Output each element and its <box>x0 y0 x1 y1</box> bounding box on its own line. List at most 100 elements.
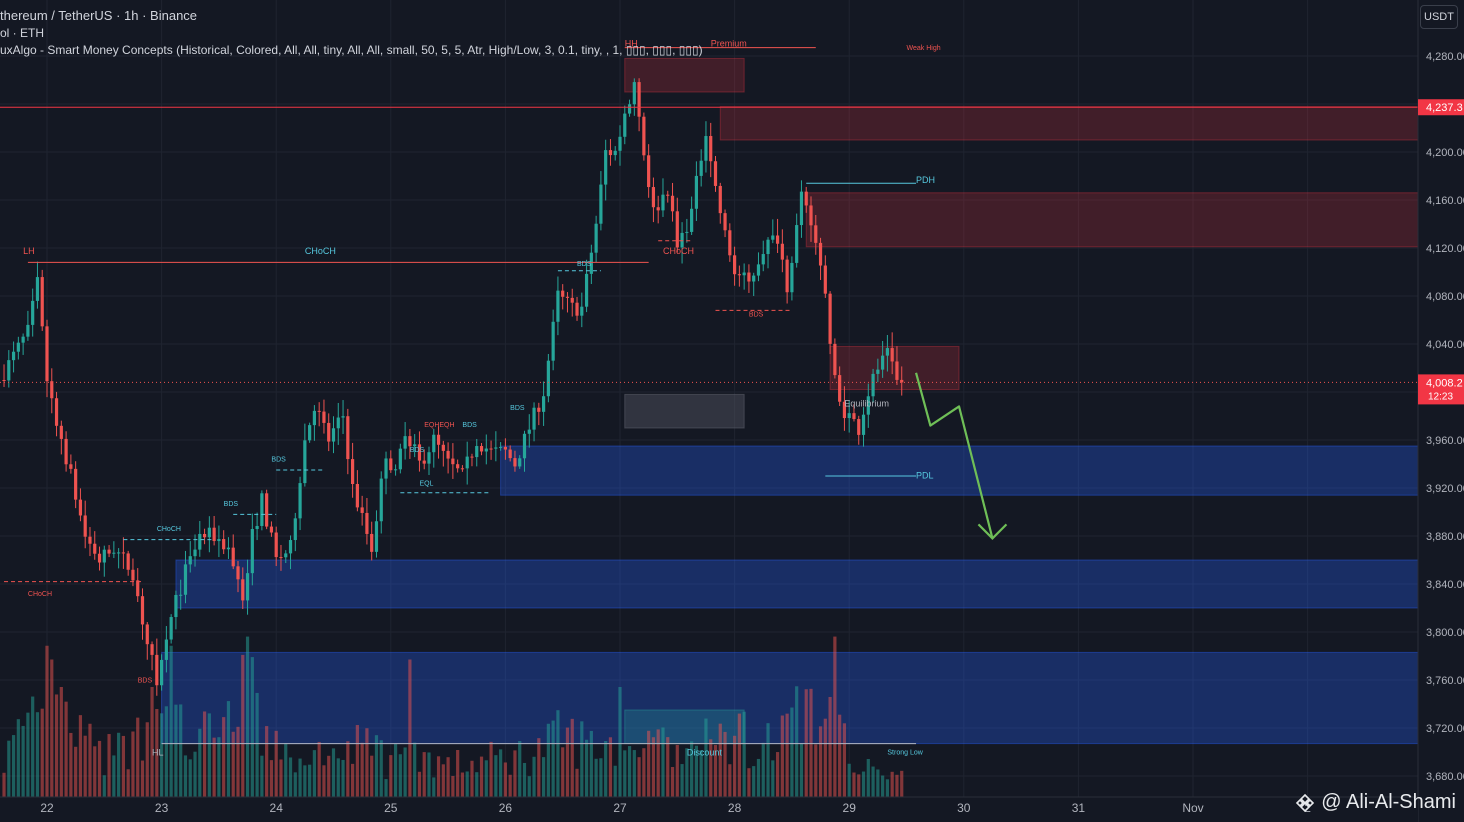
volume-bar <box>604 740 608 797</box>
bearish-candle <box>74 468 78 500</box>
volume-bar <box>584 739 589 797</box>
bearish-candle <box>365 512 369 534</box>
bearish-candle <box>351 459 355 485</box>
volume-bar <box>179 704 183 797</box>
volume-bar <box>709 739 713 797</box>
bullish-candle <box>871 373 875 397</box>
bullish-candle <box>632 82 636 105</box>
bullish-candle <box>293 518 297 541</box>
author-watermark: @ Ali-Al-Shami <box>1295 791 1456 814</box>
structure-label: BDS <box>510 405 525 412</box>
bearish-candle <box>666 194 670 196</box>
bearish-candle <box>718 185 722 214</box>
volume-bar <box>112 755 116 797</box>
bearish-candle <box>503 446 507 450</box>
volume-bar <box>747 768 751 797</box>
volume-bar <box>303 765 307 797</box>
volume-bar <box>341 759 345 797</box>
demand-zone <box>175 559 1419 609</box>
structure-label: CHoCH <box>28 591 52 598</box>
volume-bar <box>417 771 422 797</box>
bearish-candle <box>537 407 541 412</box>
volume-bar <box>293 772 297 797</box>
bearish-candle <box>241 579 245 601</box>
bearish-candle <box>389 458 393 471</box>
bearish-candle <box>40 277 44 327</box>
volume-bar <box>623 750 627 797</box>
volume-bar <box>527 776 531 797</box>
bullish-candle <box>160 659 164 686</box>
bullish-candle <box>260 493 264 526</box>
bullish-candle <box>861 414 866 435</box>
volume-bar <box>136 717 140 797</box>
volume-bar <box>661 727 665 797</box>
price-tick-label: 4,160.00 <box>1426 195 1464 207</box>
volume-bar <box>456 749 460 797</box>
bearish-candle <box>842 401 847 419</box>
volume-bar <box>241 654 245 797</box>
bullish-candle <box>117 552 121 554</box>
volume-bar <box>503 762 507 797</box>
time-tick-label: 27 <box>613 801 627 815</box>
bearish-candle <box>83 515 87 537</box>
bearish-candle <box>656 207 660 211</box>
bullish-candle <box>26 324 30 337</box>
volume-bar <box>561 747 565 797</box>
volume-bar <box>733 735 737 797</box>
bullish-candle <box>881 355 885 370</box>
bullish-candle <box>542 396 546 412</box>
currency-unit-button[interactable]: USDT <box>1420 5 1458 29</box>
volume-bar <box>236 726 240 797</box>
structure-label: CHoCH <box>663 246 694 256</box>
volume-bar <box>818 726 823 797</box>
bearish-candle <box>818 242 823 266</box>
bearish-candle <box>64 438 68 465</box>
volume-bar <box>222 717 226 797</box>
volume-bar <box>589 730 593 797</box>
volume-bar <box>866 758 870 797</box>
bullish-candle <box>255 525 259 530</box>
volume-bar <box>298 758 302 797</box>
volume-bar <box>761 742 765 797</box>
volume-bar <box>775 752 780 797</box>
volume-bar <box>814 744 818 797</box>
volume-bar <box>59 687 63 797</box>
volume-bar <box>217 737 221 797</box>
bearish-candle <box>489 448 493 450</box>
volume-bar <box>847 763 851 797</box>
bearish-candle <box>78 499 83 516</box>
volume-bar <box>446 757 450 797</box>
bullish-candle <box>866 396 870 415</box>
volume-bar <box>155 709 159 797</box>
volume-bar <box>627 746 632 797</box>
bullish-candle <box>604 150 608 185</box>
bearish-candle <box>107 549 111 554</box>
bullish-candle <box>790 262 794 293</box>
bearish-candle <box>809 205 813 226</box>
bearish-candle <box>733 255 737 275</box>
volume-bar <box>69 732 73 797</box>
bearish-candle <box>327 422 331 442</box>
volume-bar <box>351 763 355 797</box>
bearish-candle <box>642 116 646 156</box>
volume-bar <box>890 771 894 797</box>
bullish-candle <box>685 231 689 233</box>
bearish-candle <box>408 436 412 447</box>
structure-label: BDS <box>577 261 592 268</box>
bullish-candle <box>312 410 316 426</box>
volume-bar <box>718 723 722 797</box>
supply-zone <box>624 57 745 93</box>
bullish-candle <box>403 436 407 449</box>
structure-label: BDS <box>749 311 764 318</box>
bullish-candle <box>31 300 35 325</box>
bullish-candle <box>594 223 598 253</box>
bullish-candle <box>680 232 684 248</box>
volume-bar <box>790 707 794 797</box>
volume-bar <box>580 721 584 797</box>
volume-bar <box>31 696 35 797</box>
time-tick-label: 28 <box>728 801 742 815</box>
bearish-candle <box>780 243 784 260</box>
bearish-candle <box>608 150 613 156</box>
price-tick-label: 3,880.00 <box>1426 531 1464 543</box>
